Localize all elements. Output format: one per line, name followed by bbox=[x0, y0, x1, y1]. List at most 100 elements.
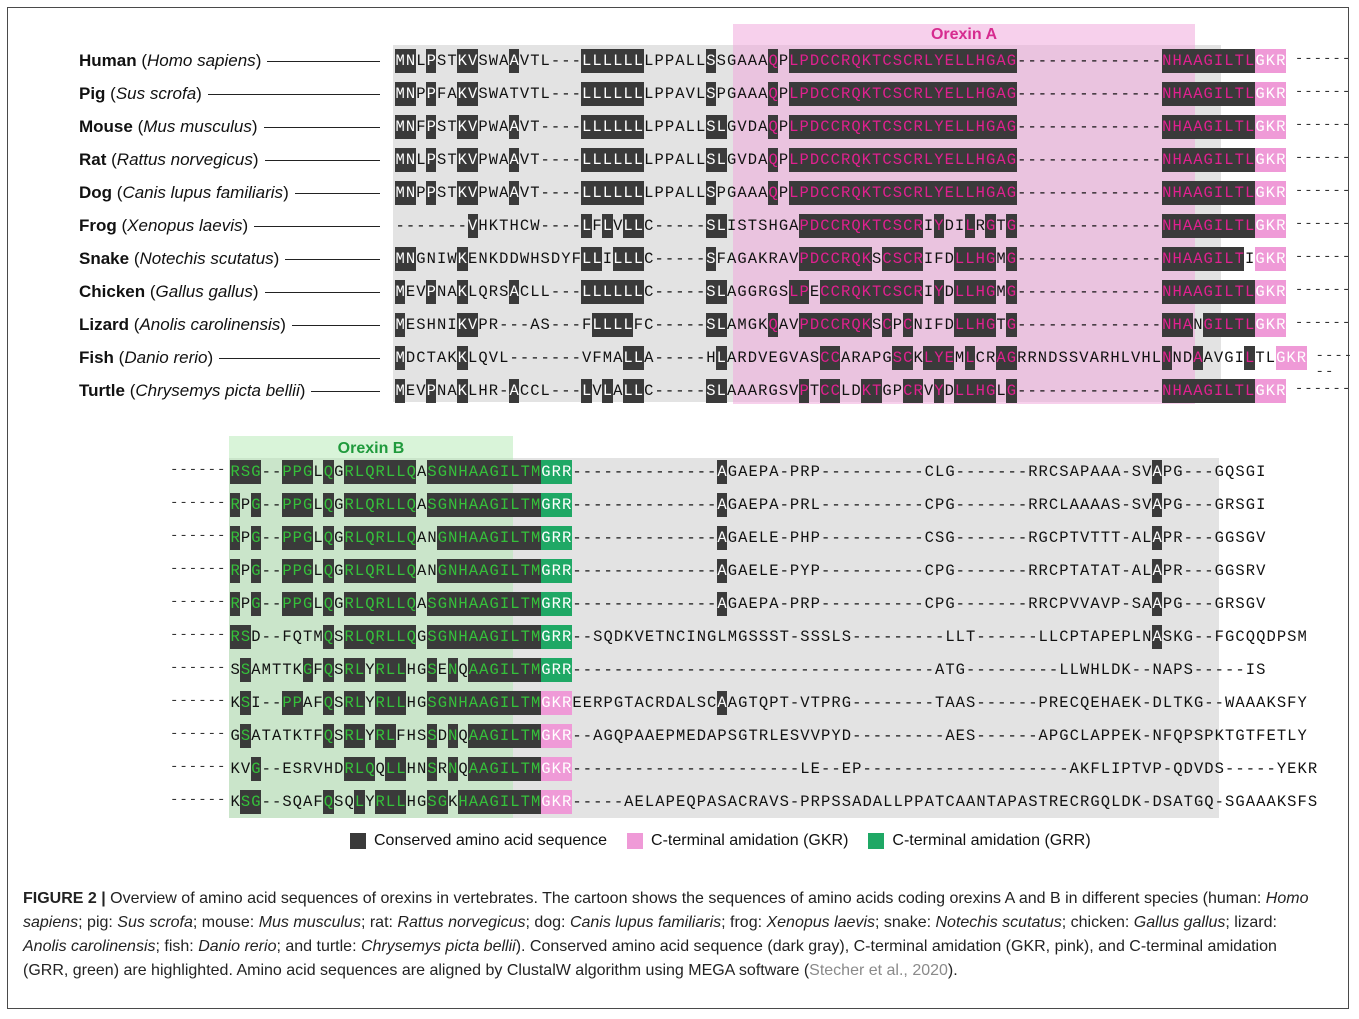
residue: Q bbox=[458, 760, 468, 778]
residue: T bbox=[530, 184, 540, 202]
caption-species: Xenopus laevis bbox=[766, 914, 875, 931]
residue: G bbox=[737, 283, 747, 301]
residue: R bbox=[375, 526, 386, 550]
residue: S bbox=[872, 250, 882, 268]
residue: T bbox=[520, 460, 531, 484]
residue: P bbox=[478, 118, 488, 136]
caption-reference-link[interactable]: Stecher et al., 2020 bbox=[809, 962, 948, 979]
sequence-row: MDCTAKKLQVL-------VFMALLA-----HLARDVEGVA… bbox=[395, 346, 1307, 370]
residue: A bbox=[727, 793, 738, 811]
residue: - bbox=[1225, 760, 1235, 778]
residue: - bbox=[1120, 283, 1130, 301]
residue: L bbox=[354, 493, 365, 517]
residue: L bbox=[581, 247, 592, 271]
residue: A bbox=[468, 493, 479, 517]
residue: - bbox=[707, 496, 717, 514]
residue: G bbox=[707, 628, 717, 646]
residue: A bbox=[468, 658, 479, 682]
residue: K bbox=[861, 82, 872, 106]
residue: - bbox=[1183, 496, 1193, 514]
residue: T bbox=[779, 628, 789, 646]
residue: V bbox=[467, 49, 478, 73]
residue: - bbox=[1058, 382, 1068, 400]
residue: R bbox=[343, 592, 355, 616]
residue: N bbox=[1161, 280, 1172, 304]
residue: R bbox=[343, 691, 355, 715]
residue: G bbox=[1203, 214, 1214, 238]
residue: S bbox=[1235, 529, 1245, 547]
residue: - bbox=[872, 529, 883, 547]
residue: R bbox=[1275, 82, 1286, 106]
legend-item-grr: C-terminal amidation (GRR) bbox=[868, 832, 1091, 850]
residue: - bbox=[1099, 382, 1110, 400]
residue: T bbox=[1234, 214, 1245, 238]
residue: - bbox=[779, 529, 789, 547]
residue: L bbox=[395, 790, 407, 814]
residue: - bbox=[1110, 184, 1120, 202]
residue: A bbox=[303, 694, 313, 712]
residue: R bbox=[1079, 793, 1090, 811]
residue: - bbox=[779, 562, 789, 580]
residue: S bbox=[778, 382, 789, 400]
residue: E bbox=[748, 529, 758, 547]
residue: V bbox=[467, 148, 478, 172]
residue: S bbox=[1235, 463, 1245, 481]
residue: P bbox=[1100, 628, 1111, 646]
residue: A bbox=[995, 346, 1007, 370]
residue: P bbox=[1204, 727, 1214, 745]
residue: G bbox=[1183, 628, 1193, 646]
residue: L bbox=[612, 247, 623, 271]
residue: L bbox=[612, 313, 623, 337]
residue: R bbox=[343, 757, 355, 781]
residue: D bbox=[1152, 793, 1162, 811]
residue: H bbox=[457, 691, 469, 715]
residue: K bbox=[457, 346, 468, 370]
residue: G bbox=[334, 463, 344, 481]
residue: - bbox=[852, 661, 862, 679]
residue: M bbox=[530, 658, 541, 682]
residue: - bbox=[955, 463, 965, 481]
residue: F bbox=[716, 250, 726, 268]
residue: L bbox=[685, 151, 695, 169]
residue: - bbox=[841, 562, 852, 580]
residue: - bbox=[1089, 283, 1099, 301]
caption-species: Chrysemys picta bellii bbox=[360, 938, 516, 955]
residue: L bbox=[633, 280, 644, 304]
residue: S bbox=[841, 628, 852, 646]
figure-frame bbox=[7, 7, 1349, 1009]
residue: - bbox=[1017, 496, 1028, 514]
residue: L bbox=[955, 628, 965, 646]
residue: K bbox=[1131, 793, 1142, 811]
residue: P bbox=[799, 379, 810, 403]
residue: P bbox=[281, 592, 293, 616]
residue: N bbox=[436, 382, 447, 400]
continuation-dots: ------ bbox=[1294, 117, 1352, 133]
residue: - bbox=[499, 316, 509, 334]
residue: I bbox=[499, 757, 510, 781]
residue: H bbox=[1171, 148, 1183, 172]
residue: - bbox=[572, 463, 582, 481]
residue: - bbox=[624, 661, 634, 679]
caption-species: Canis lupus familiaris bbox=[569, 914, 722, 931]
residue: - bbox=[1089, 250, 1099, 268]
residue: - bbox=[1089, 184, 1099, 202]
residue: A bbox=[508, 49, 520, 73]
residue: C bbox=[830, 313, 841, 337]
residue: - bbox=[271, 595, 282, 613]
residue: - bbox=[1058, 316, 1068, 334]
sequence-row: RSD--FQTMQSRLQRLLQGSGNHAAGILTMGRR--SQDKV… bbox=[230, 625, 1307, 649]
residue: G bbox=[613, 694, 624, 712]
residue: - bbox=[613, 463, 624, 481]
residue: G bbox=[727, 52, 737, 70]
residue: V bbox=[416, 382, 426, 400]
residue: V bbox=[789, 349, 799, 367]
residue: W bbox=[519, 250, 530, 268]
residue: W bbox=[1225, 694, 1235, 712]
residue: A bbox=[416, 496, 427, 514]
residue: - bbox=[966, 529, 976, 547]
legend-label-gkr: C-terminal amidation (GKR) bbox=[651, 832, 849, 849]
residue: G bbox=[985, 148, 996, 172]
residue: C bbox=[830, 247, 841, 271]
residue: L bbox=[954, 82, 965, 106]
caption-text: ). Conserved amino acid sequence (dark g… bbox=[23, 938, 1277, 979]
